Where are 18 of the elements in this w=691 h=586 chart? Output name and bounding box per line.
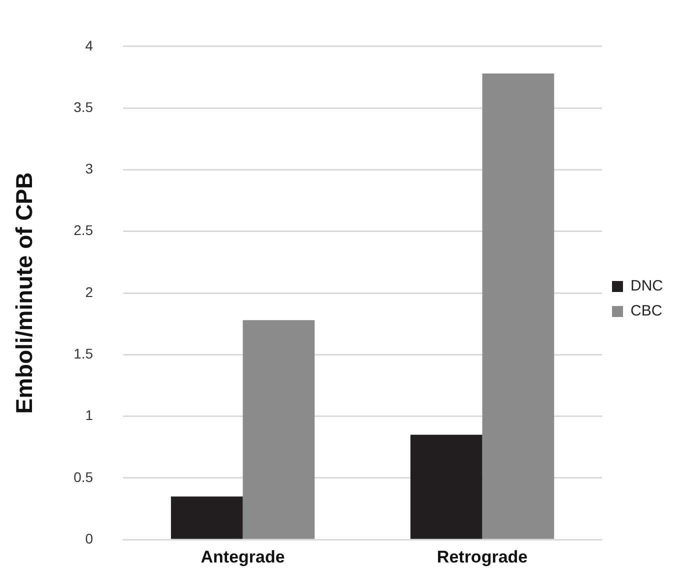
y-tick-label: 2.5 — [74, 222, 94, 238]
bar — [170, 496, 243, 539]
y-tick-label: 3.5 — [74, 98, 94, 115]
y-tick-label: 4 — [85, 37, 94, 54]
y-tick-label: 3 — [85, 160, 94, 177]
y-tick-label: 1.5 — [74, 346, 94, 362]
bar — [482, 74, 554, 539]
legend-label: DNC — [630, 278, 664, 295]
x-tick-label: Antegrade — [200, 547, 285, 566]
y-tick-label: 2 — [85, 284, 94, 300]
legend-label: CBC — [630, 302, 662, 320]
y-tick-label: 0.5 — [74, 468, 94, 485]
y-tick-label: 1 — [85, 407, 94, 424]
x-tick-label: Retrograde — [436, 547, 528, 566]
bar — [410, 434, 482, 539]
bar — [242, 320, 315, 539]
y-tick-label: 0 — [85, 530, 94, 546]
y-axis-title: Emboli/minute of CPB — [11, 172, 38, 414]
